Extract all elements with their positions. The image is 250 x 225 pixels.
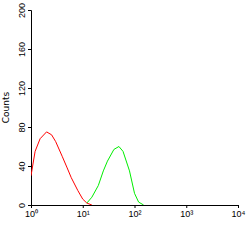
chart: 10⁰ 10¹ 10² 10³ 10⁴ 0 40 80 120 160 200 Counts xyxy=(0,0,250,225)
histogram-line xyxy=(87,147,144,206)
y-tick-mark xyxy=(28,166,31,167)
y-tick: 80 xyxy=(17,122,31,132)
x-tick-label: 10⁰ xyxy=(25,209,38,219)
y-tick-mark xyxy=(28,88,31,89)
y-tick-mark xyxy=(28,10,31,11)
y-tick: 160 xyxy=(17,42,31,57)
series-group xyxy=(31,132,144,205)
y-tick-label: 160 xyxy=(17,42,27,57)
y-tick-label: 200 xyxy=(17,3,27,18)
y-tick: 0 xyxy=(17,203,31,208)
y-tick-mark xyxy=(28,49,31,50)
y-axis-line xyxy=(28,11,32,206)
x-axis-line xyxy=(32,206,239,209)
plot: 10⁰ 10¹ 10² 10³ 10⁴ 0 40 80 120 160 200 xyxy=(17,3,246,219)
x-tick-mark xyxy=(135,205,136,208)
y-axis-title: Counts xyxy=(1,91,11,123)
y-tick: 40 xyxy=(17,161,31,171)
y-tick: 120 xyxy=(17,81,31,96)
y-tick-label: 40 xyxy=(17,161,27,171)
x-tick: 10⁴ xyxy=(232,205,246,219)
y-tick-mark xyxy=(28,127,31,128)
y-tick-mark xyxy=(28,205,31,206)
histogram-line xyxy=(31,132,92,205)
x-tick-label: 10¹ xyxy=(77,209,90,219)
x-tick-mark xyxy=(238,205,239,208)
x-tick-mark xyxy=(186,205,187,208)
x-tick-label: 10³ xyxy=(180,209,193,219)
y-tick-label: 80 xyxy=(17,122,27,132)
x-tick-mark xyxy=(83,205,84,208)
x-tick: 10¹ xyxy=(77,205,90,219)
x-tick-label: 10² xyxy=(128,209,141,219)
x-tick-label: 10⁴ xyxy=(232,209,246,219)
x-axis: 10⁰ 10¹ 10² 10³ 10⁴ xyxy=(25,205,246,219)
y-tick: 200 xyxy=(17,3,31,18)
y-tick-label: 0 xyxy=(17,203,27,208)
x-tick: 10³ xyxy=(180,205,193,219)
y-axis: 0 40 80 120 160 200 xyxy=(17,3,32,208)
y-tick-label: 120 xyxy=(17,81,27,96)
x-tick: 10² xyxy=(128,205,141,219)
